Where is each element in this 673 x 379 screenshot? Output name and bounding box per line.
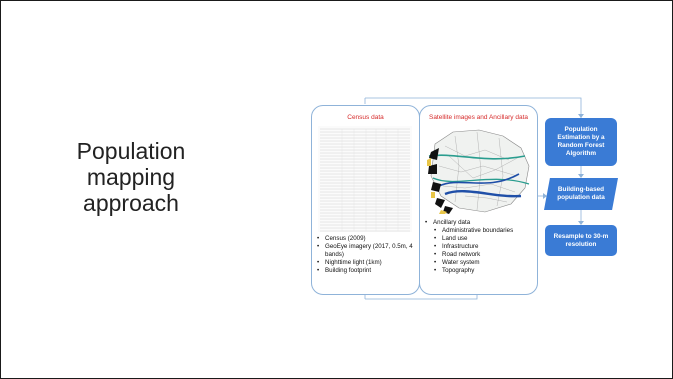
census-bullet: Census (2009) <box>316 235 416 243</box>
title-line-3: approach <box>83 190 179 216</box>
slide-title: Population mapping approach <box>41 138 221 216</box>
ancillary-item: • Road network <box>434 251 481 258</box>
ancillary-item: • Land use <box>434 235 468 242</box>
satellite-map-image <box>427 129 530 214</box>
ancillary-item: • Water system <box>434 259 480 266</box>
ancillary-item: • Administrative boundaries <box>434 227 514 234</box>
census-data-panel: Census data Census (2009) GeoEye imagery… <box>311 105 420 295</box>
random-forest-step-box: Population Estimation by a Random Forest… <box>545 118 617 166</box>
census-panel-header: Census data <box>347 114 384 121</box>
building-population-step-box: Building-based population data <box>544 178 618 210</box>
ancillary-item: • Topography <box>434 267 475 274</box>
ancillary-item: • Infrastructure <box>434 243 479 250</box>
random-forest-step-label: Population Estimation by a Random Forest… <box>557 126 605 157</box>
satellite-panel-header: Satellite images and Ancillary data <box>428 114 528 121</box>
census-bullet: GeoEye imagery (2017, 0.5m, 4 bands) <box>316 243 416 259</box>
title-line-1: Population <box>76 138 186 164</box>
census-bullet-list: Census (2009) GeoEye imagery (2017, 0.5m… <box>316 235 416 275</box>
ancillary-data-section: • Ancillary data • Administrative boundari… <box>424 219 534 275</box>
ancillary-data-label: • Ancillary data <box>425 219 471 226</box>
resample-step-box: Resample to 30-m resolution <box>545 225 617 256</box>
census-table-image <box>318 126 412 232</box>
resample-step-label: Resample to 30-m resolution <box>553 232 609 248</box>
title-line-2: mapping <box>86 164 176 190</box>
building-population-step-label: Building-based population data <box>557 186 605 201</box>
census-bullet: Building footprint <box>316 267 416 275</box>
satellite-data-panel: Satellite images and Ancillary data • Anc… <box>419 105 538 295</box>
census-bullet: Nighttime light (1km) <box>316 259 416 267</box>
